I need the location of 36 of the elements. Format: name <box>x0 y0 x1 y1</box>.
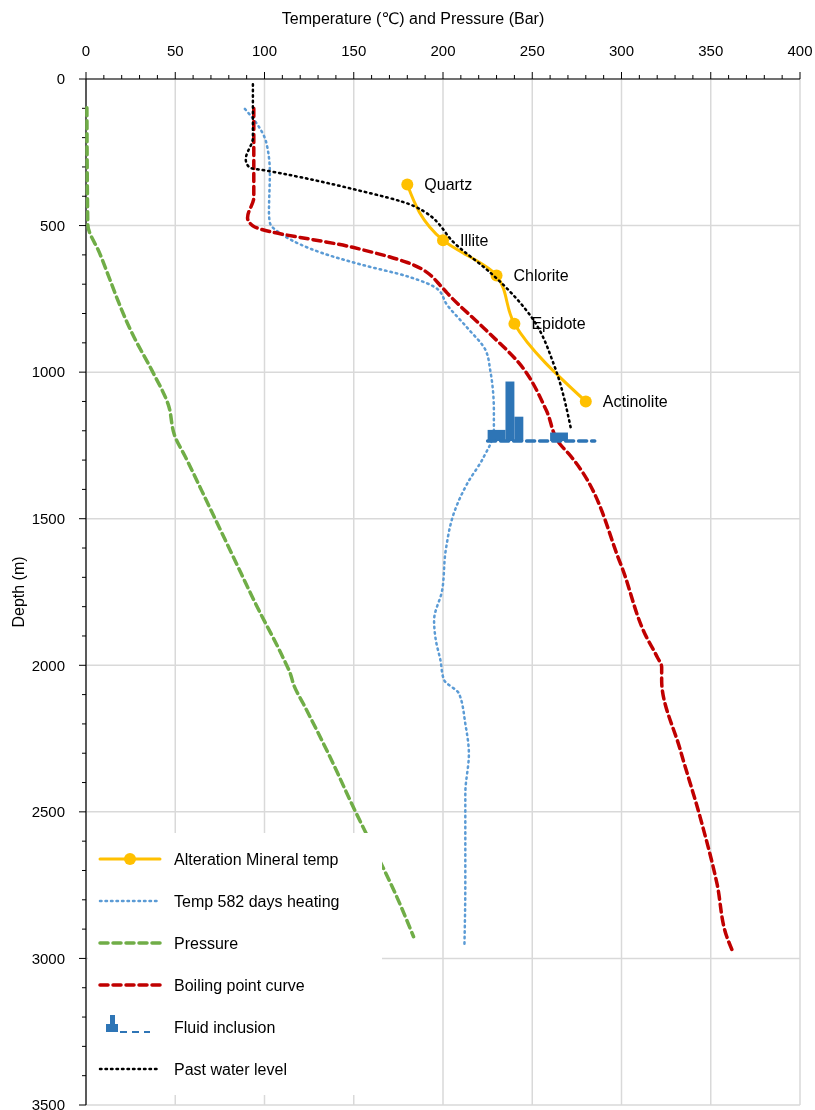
legend-label: Boiling point curve <box>174 976 305 994</box>
x-tick-label: 200 <box>430 42 456 59</box>
x-tick-label: 250 <box>519 42 545 59</box>
y-tick-label: 3000 <box>31 949 65 967</box>
y-tick-label: 1500 <box>31 509 65 527</box>
point <box>401 178 414 191</box>
x-tick-label: 350 <box>698 42 724 59</box>
legend-label: Alteration Mineral temp <box>174 850 339 868</box>
x-tick-label: 400 <box>787 42 813 59</box>
y-axis-title: Depth (m) <box>10 556 27 628</box>
point <box>579 395 592 408</box>
x-tick-label: 0 <box>81 42 91 59</box>
y-tick-label: 1000 <box>31 363 65 381</box>
x-axis-title: Temperature (℃) and Pressure (Bar) <box>281 10 545 27</box>
y-tick-label: 2500 <box>31 803 65 821</box>
x-tick-label: 100 <box>251 42 278 59</box>
legend-label: Pressure <box>174 934 239 952</box>
line-series <box>245 106 734 952</box>
annotation: Actinolite <box>602 393 668 411</box>
legend-label: Fluid inclusion <box>174 1018 276 1036</box>
point <box>437 234 449 247</box>
point <box>508 317 521 330</box>
annotation: Illite <box>460 231 489 249</box>
y-tick-label: 500 <box>39 216 65 234</box>
x-tick-label: 150 <box>341 42 367 59</box>
y-tick-label: 2000 <box>31 656 65 674</box>
legend-label: Past water level <box>174 1060 287 1078</box>
x-tick-label: 300 <box>608 42 635 59</box>
annotation: Epidote <box>531 315 586 333</box>
annotation: Quartz <box>424 176 473 194</box>
line-series <box>85 105 416 939</box>
y-tick-label: 3500 <box>31 1096 65 1110</box>
legend-label: Temp 582 days heating <box>174 892 340 910</box>
y-tick-label: 0 <box>56 70 65 88</box>
x-tick-label: 50 <box>166 42 184 59</box>
annotation: Chlorite <box>513 267 569 285</box>
